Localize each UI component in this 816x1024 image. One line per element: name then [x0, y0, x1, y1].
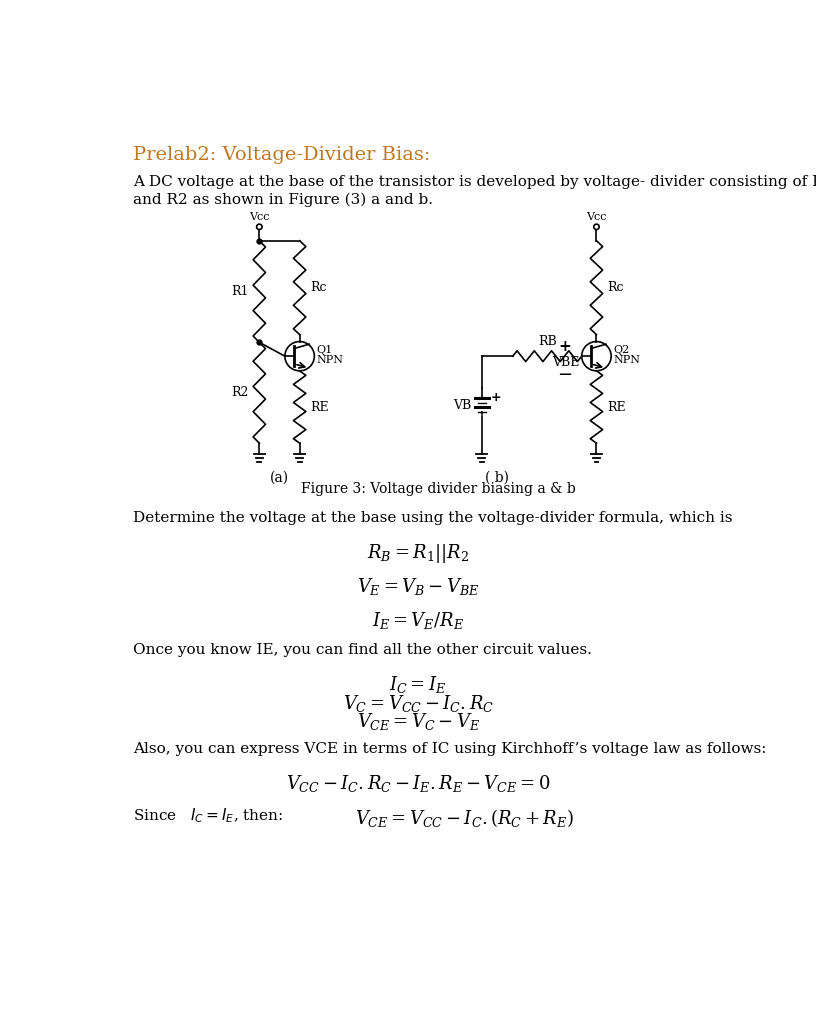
Text: ( b): ( b) — [486, 471, 509, 485]
Text: Also, you can express VCE in terms of IC using Kirchhoff’s voltage law as follow: Also, you can express VCE in terms of IC… — [133, 742, 766, 756]
Text: $V_{CE} = V_{CC} - I_C.(R_C + R_E)$: $V_{CE} = V_{CC} - I_C.(R_C + R_E)$ — [355, 807, 574, 828]
Text: Q1: Q1 — [317, 345, 333, 355]
Text: $V_C = V_{CC} - I_C.R_C$: $V_C = V_{CC} - I_C.R_C$ — [343, 692, 494, 714]
Text: Vcc: Vcc — [249, 212, 269, 222]
Text: $I_C = I_E$: $I_C = I_E$ — [389, 674, 447, 695]
Text: A DC voltage at the base of the transistor is developed by voltage- divider cons: A DC voltage at the base of the transist… — [133, 175, 816, 189]
Text: +: + — [558, 339, 571, 354]
Text: VB: VB — [453, 398, 471, 412]
Text: RE: RE — [310, 400, 329, 414]
Text: (a): (a) — [270, 471, 289, 485]
Text: +: + — [491, 391, 502, 403]
Text: $V_{CC} - I_C.R_C - I_E.R_E - V_{CE} = 0$: $V_{CC} - I_C.R_C - I_E.R_E - V_{CE} = 0… — [286, 773, 550, 794]
Text: RB: RB — [538, 336, 557, 348]
Text: $V_E = V_B - V_{BE}$: $V_E = V_B - V_{BE}$ — [357, 575, 480, 597]
Text: R1: R1 — [231, 285, 249, 298]
Text: Rc: Rc — [607, 282, 623, 294]
Text: Prelab2: Voltage-Divider Bias:: Prelab2: Voltage-Divider Bias: — [133, 146, 430, 164]
Text: VBE: VBE — [552, 356, 580, 369]
Text: $V_{CE} = V_C - V_E$: $V_{CE} = V_C - V_E$ — [357, 711, 480, 732]
Text: Vcc: Vcc — [586, 212, 607, 222]
Text: NPN: NPN — [614, 355, 641, 365]
Text: Once you know IE, you can find all the other circuit values.: Once you know IE, you can find all the o… — [133, 643, 592, 657]
Text: Figure 3: Voltage divider biasing a & b: Figure 3: Voltage divider biasing a & b — [300, 482, 575, 497]
Text: Since   $I_C = I_E$, then:: Since $I_C = I_E$, then: — [133, 807, 283, 825]
Text: Q2: Q2 — [614, 345, 630, 355]
Text: NPN: NPN — [317, 355, 344, 365]
Text: and R2 as shown in Figure (3) a and b.: and R2 as shown in Figure (3) a and b. — [133, 193, 433, 207]
Text: $R_B = R_1||R_2$: $R_B = R_1||R_2$ — [367, 542, 469, 565]
Text: RE: RE — [607, 400, 626, 414]
Text: $I_E = V_E/R_E$: $I_E = V_E/R_E$ — [372, 609, 464, 631]
Text: Determine the voltage at the base using the voltage-divider formula, which is: Determine the voltage at the base using … — [133, 511, 733, 525]
Text: Rc: Rc — [310, 282, 327, 294]
Text: −: − — [557, 367, 572, 384]
Text: R2: R2 — [231, 386, 249, 399]
